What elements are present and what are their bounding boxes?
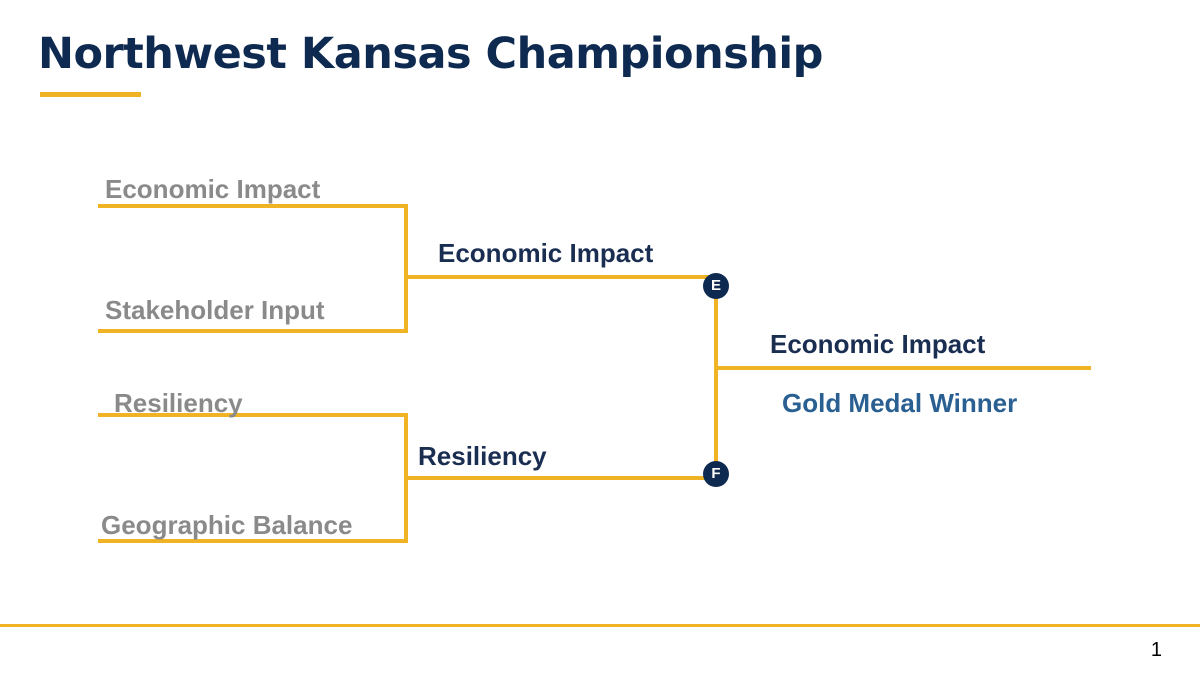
final-winner-label: Economic Impact: [770, 329, 986, 359]
entrant-label-4: Geographic Balance: [101, 510, 353, 540]
page-number: 1: [1150, 639, 1162, 661]
gold-medal-caption: Gold Medal Winner: [782, 388, 1018, 418]
entrant-label-1: Economic Impact: [105, 174, 321, 204]
semifinal-label-top: Economic Impact: [438, 238, 654, 268]
semifinal-label-bottom: Resiliency: [418, 441, 547, 471]
title-underline: [40, 92, 141, 97]
entrant-label-2: Stakeholder Input: [105, 295, 325, 325]
node-e: E: [703, 273, 729, 299]
entrant-label-3: Resiliency: [114, 388, 243, 418]
node-f: F: [703, 461, 729, 487]
footer-line: [0, 624, 1200, 627]
slide-title: Northwest Kansas Championship: [38, 29, 823, 79]
